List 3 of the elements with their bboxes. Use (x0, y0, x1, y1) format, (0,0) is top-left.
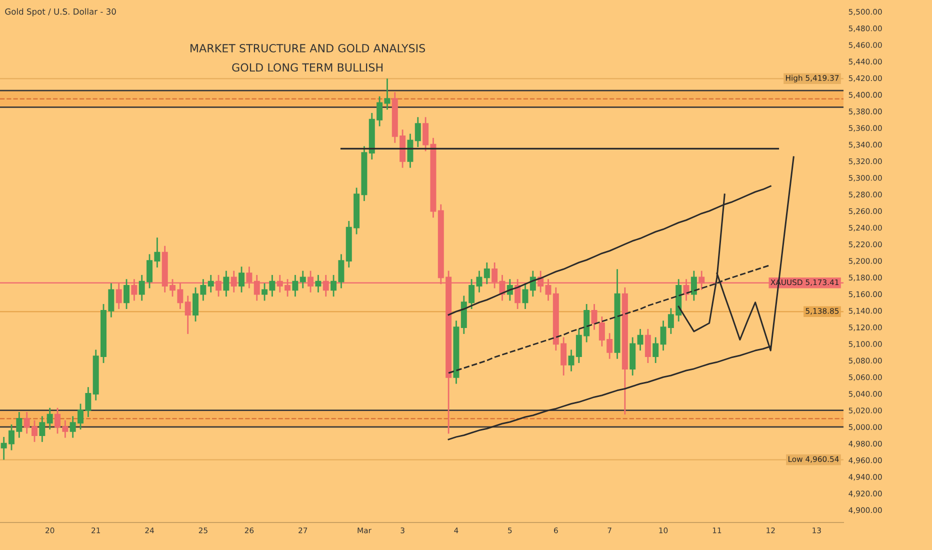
text: MARKET STRUCTURE AND GOLD ANALYSIS (190, 44, 426, 52)
text: GOLD LONG TERM BULLISH (232, 63, 383, 72)
annotation: Gold Spot / U.S. Dollar - 30 (5, 8, 116, 16)
